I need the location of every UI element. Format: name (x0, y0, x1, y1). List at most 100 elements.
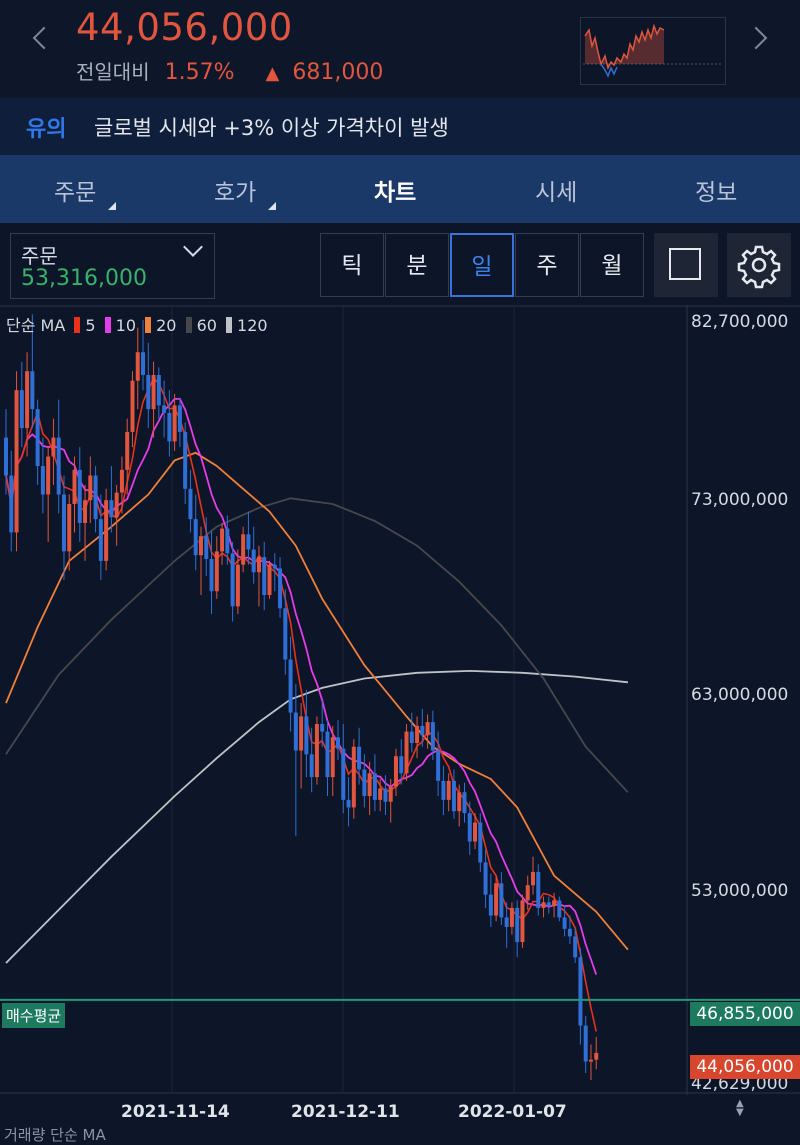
tab-menu-indicator-icon (108, 202, 116, 210)
candle-body (272, 564, 277, 569)
candle-body (104, 500, 109, 561)
period-tick[interactable]: 틱 (320, 233, 384, 297)
period-month[interactable]: 월 (580, 233, 644, 297)
candle-body (188, 488, 193, 520)
candle-body (4, 437, 8, 476)
candle-body (146, 375, 151, 410)
candle-body (462, 792, 467, 814)
legend-swatch-ma20 (145, 317, 152, 333)
x-axis-label: 2022-01-07 (458, 1102, 567, 1122)
candle-body (162, 405, 167, 413)
candle-body (83, 500, 88, 523)
caution-badge: 유의 (26, 117, 67, 142)
candle-body (151, 375, 156, 410)
y-axis-label: 63,000,000 (691, 685, 789, 705)
candle-body (425, 722, 430, 736)
candle-body (430, 722, 435, 751)
candle-body (583, 1025, 588, 1062)
candle-body (304, 716, 309, 755)
y-axis-label: 53,000,000 (691, 881, 789, 901)
candle-body (98, 519, 103, 561)
resize-handle-icon[interactable]: ▲ ▼ (736, 1098, 744, 1118)
candle-body (509, 907, 514, 927)
candle-body (46, 456, 51, 495)
candle-body (283, 608, 288, 660)
gear-icon (737, 245, 781, 289)
tab-chart[interactable]: 차트 (374, 180, 417, 206)
candle-body (441, 780, 446, 800)
chevron-left-icon[interactable] (32, 26, 56, 50)
candle-body (125, 431, 130, 470)
ma20-line (5, 451, 629, 951)
tab-info[interactable]: 정보 (695, 180, 738, 206)
candle-body (404, 731, 409, 774)
period-minute[interactable]: 분 (385, 233, 449, 297)
candle-body (251, 549, 256, 573)
candle-body (225, 528, 230, 554)
tab-market-price[interactable]: 시세 (535, 180, 578, 206)
candle-body (314, 723, 319, 778)
square-button[interactable] (654, 233, 718, 297)
legend-ma5: 5 (85, 316, 96, 335)
candle-body (35, 409, 40, 467)
candle-body (119, 469, 124, 493)
candle-body (399, 756, 404, 774)
caution-banner[interactable]: 유의 글로벌 시세와 +3% 이상 가격차이 발생 (0, 98, 800, 155)
candle-body (177, 405, 182, 432)
period-day[interactable]: 일 (450, 233, 514, 297)
candle-body (204, 536, 209, 559)
change-label: 전일대비 (76, 60, 150, 84)
volume-ma-legend: 거래량 단순 MA (4, 1126, 106, 1144)
candle-body (167, 412, 172, 442)
current-price: 44,056,000 (76, 6, 293, 49)
candle-body (504, 917, 509, 927)
candle-body (341, 748, 346, 800)
candle-body (141, 352, 146, 376)
candle-body (457, 792, 462, 812)
x-axis-label: 2021-11-14 (121, 1102, 230, 1122)
ma-legend: 단순 MA 5 10 20 60 120 (6, 312, 268, 336)
candle-body (77, 469, 82, 523)
candle-body (536, 871, 541, 908)
candle-body (494, 883, 499, 916)
candle-body (156, 375, 161, 406)
order-value: 53,316,000 (21, 266, 147, 291)
mini-chart[interactable] (580, 17, 726, 85)
candle-body (573, 936, 578, 958)
candle-body (67, 503, 72, 552)
legend-ma60: 60 (196, 316, 217, 335)
candle-body (594, 1052, 599, 1060)
candle-body (293, 712, 298, 751)
candle-body (88, 475, 93, 501)
change-percent: 1.57% (164, 60, 235, 85)
candle-body (288, 659, 293, 713)
tab-orderbook[interactable]: 호가 (214, 180, 257, 206)
candle-body (299, 716, 304, 751)
legend-swatch-ma10 (104, 317, 111, 333)
legend-ma10: 10 (115, 316, 137, 335)
chevron-right-icon[interactable] (744, 26, 768, 50)
candle-body (420, 725, 425, 736)
legend-ma120: 120 (237, 316, 268, 335)
candle-body (588, 1059, 593, 1062)
candle-body (183, 431, 188, 489)
candle-body (541, 902, 546, 908)
candle-body (135, 352, 140, 381)
candle-body (56, 437, 61, 495)
candle-body (436, 750, 441, 781)
candle-body (30, 371, 35, 410)
settings-button[interactable] (727, 233, 791, 297)
avg-buy-price-tag: 46,855,000 (690, 1002, 800, 1026)
candle-body (198, 536, 203, 556)
candle-body (388, 786, 393, 802)
tab-order[interactable]: 주문 (54, 180, 97, 206)
candle-body (220, 528, 225, 552)
candle-body (19, 390, 24, 429)
candle-body (235, 564, 240, 607)
candle-body (393, 756, 398, 787)
order-dropdown[interactable]: 주문 53,316,000 (10, 233, 215, 299)
candlestick-chart[interactable]: 단순 MA 5 10 20 60 120 82,700,000 73,000,0… (0, 305, 800, 1144)
candle-body (14, 390, 19, 533)
period-week[interactable]: 주 (515, 233, 579, 297)
candle-body (378, 788, 383, 800)
